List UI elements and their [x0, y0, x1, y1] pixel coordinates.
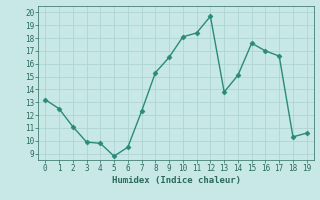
X-axis label: Humidex (Indice chaleur): Humidex (Indice chaleur) [111, 176, 241, 185]
